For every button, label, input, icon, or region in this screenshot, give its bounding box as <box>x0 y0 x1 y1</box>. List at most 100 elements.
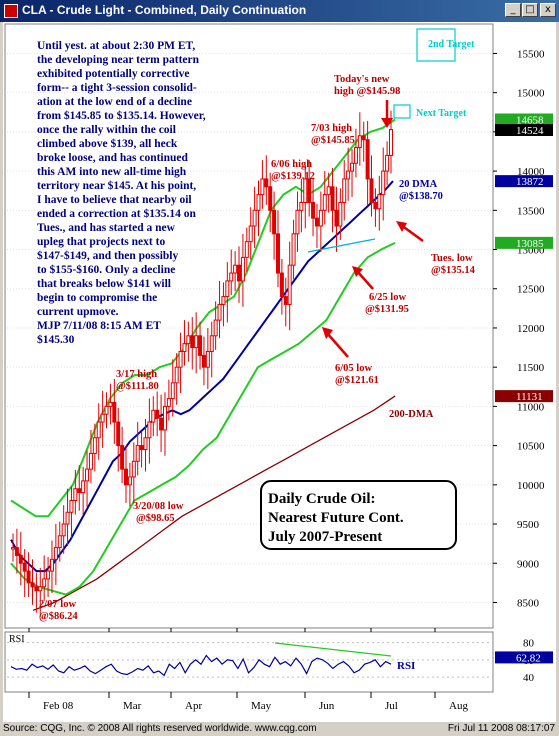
commentary-line: Tues., and has started a new <box>37 222 176 234</box>
candle-body <box>124 468 129 486</box>
candle-body <box>361 135 366 141</box>
y-tick-label: 9000 <box>517 558 540 570</box>
candle-body <box>353 147 358 164</box>
commentary-line: that breaks below $141 will <box>37 277 171 290</box>
commentary-line: MJP 7/11/08 8:15 AM ET <box>37 320 161 332</box>
candle-body <box>159 417 164 431</box>
commentary-line: the developing near term pattern <box>37 54 200 66</box>
title-bar[interactable]: CLA - Crude Light - Combined, Daily Cont… <box>0 0 559 22</box>
mar20-low-label: 3/20/08 low <box>133 501 184 512</box>
dma20-label: 20 DMA <box>399 179 438 190</box>
candle-body <box>303 178 308 203</box>
y-tick-label: 11500 <box>517 362 545 374</box>
candle-body <box>85 468 90 482</box>
jun25-low-label: 6/25 low <box>369 292 406 303</box>
candle-body <box>381 170 386 196</box>
jun05-low-arrow <box>326 332 349 358</box>
next-target-box <box>393 104 411 119</box>
candle-body <box>377 194 382 210</box>
candle-body <box>346 170 351 180</box>
status-bar: Source: CQG, Inc. © 2008 All rights rese… <box>0 722 559 736</box>
jul03-high-value: @$145.85 <box>311 135 355 146</box>
candle-body <box>34 586 39 592</box>
candle-body <box>108 401 113 407</box>
candle-body <box>264 178 269 188</box>
candle-body <box>104 405 109 415</box>
candle-body <box>46 570 51 580</box>
lower-bollinger-line <box>10 241 396 596</box>
candle-body <box>100 413 105 423</box>
candle-body <box>127 476 132 486</box>
candle-body <box>252 209 257 227</box>
candle-body <box>244 241 249 258</box>
price-marker-label: 13085 <box>516 238 544 250</box>
dma200-line <box>32 395 396 611</box>
jun25-low-arrowhead <box>352 266 363 277</box>
candle-body <box>18 554 23 564</box>
second-target-label: 2nd Target <box>428 39 475 50</box>
candle-body <box>26 570 31 584</box>
candle-body <box>233 264 238 274</box>
window-title: CLA - Crude Light - Combined, Daily Cont… <box>22 3 307 17</box>
candle-body <box>38 586 43 592</box>
rsi-marker-box <box>495 651 553 664</box>
candle-body <box>151 409 156 423</box>
support-trendline <box>307 238 376 253</box>
candle-body <box>186 335 191 345</box>
candle-body <box>338 201 343 227</box>
rsi-tick-label: 40 <box>523 672 535 684</box>
close-button[interactable]: x <box>540 3 556 17</box>
today-high-label: Today's new <box>334 74 390 85</box>
second-target-box <box>416 28 456 62</box>
candle-body <box>190 335 195 349</box>
jun25-low-arrow <box>356 270 374 290</box>
y-tick-label: 9500 <box>517 519 540 531</box>
candle-body <box>131 460 136 478</box>
y-tick-label: 10000 <box>517 480 545 492</box>
candle-body <box>213 319 218 337</box>
price-marker-label: 11131 <box>516 391 543 403</box>
commentary-line: $147-$149, and then possibly <box>37 249 178 262</box>
commentary-line: territory near $145. At his point, <box>37 179 196 192</box>
candle-body <box>318 209 323 227</box>
mar17-high-label: 3/17 high <box>116 369 157 380</box>
x-tick-label: Jul <box>385 700 398 712</box>
candle-body <box>170 382 175 400</box>
candle-body <box>174 366 179 384</box>
y-tick-label: 10500 <box>517 441 545 453</box>
candle-body <box>283 296 288 305</box>
dma200-label: 200-DMA <box>389 409 434 420</box>
title-box-line-3: July 2007-Present <box>268 529 382 545</box>
candle-body <box>162 405 167 431</box>
candle-body <box>237 264 242 282</box>
candle-body <box>112 401 117 423</box>
candle-body <box>155 409 160 419</box>
commentary-line: ation at the low end of a decline <box>37 96 192 108</box>
rsi-marker-label: 62.82 <box>516 652 541 664</box>
candle-body <box>268 186 273 211</box>
commentary-block: Until yest. at about 2:30 PM ET, the dev… <box>37 40 206 346</box>
candle-body <box>30 582 35 588</box>
candle-body <box>182 343 187 352</box>
y-tick-label: 13500 <box>517 205 545 217</box>
minimize-button[interactable]: _ <box>505 3 521 17</box>
dma20-line <box>10 180 394 573</box>
rsi-series-label: RSI <box>397 660 415 672</box>
candle-body <box>209 335 214 352</box>
candle-body <box>342 178 347 203</box>
commentary-line: exhibited potentially corrective <box>37 68 189 80</box>
candle-body <box>135 445 140 462</box>
price-chart: 8500 9000 9500 10000 10500 11000 11500 12000 125… <box>4 23 553 712</box>
candle-body <box>385 154 390 172</box>
tues-low-arrowhead <box>396 221 407 232</box>
maximize-button[interactable]: □ <box>522 3 538 17</box>
copyright-text: Source: CQG, Inc. © 2008 All rights rese… <box>3 723 317 734</box>
title-box <box>260 480 457 550</box>
candle-body <box>217 303 222 321</box>
commentary-line: Until yest. at about 2:30 PM ET, <box>37 40 195 52</box>
candle-body <box>22 562 27 572</box>
candle-body <box>81 480 86 494</box>
candle-body <box>369 178 374 203</box>
jun06-high-value: @$139.12 <box>271 171 315 182</box>
